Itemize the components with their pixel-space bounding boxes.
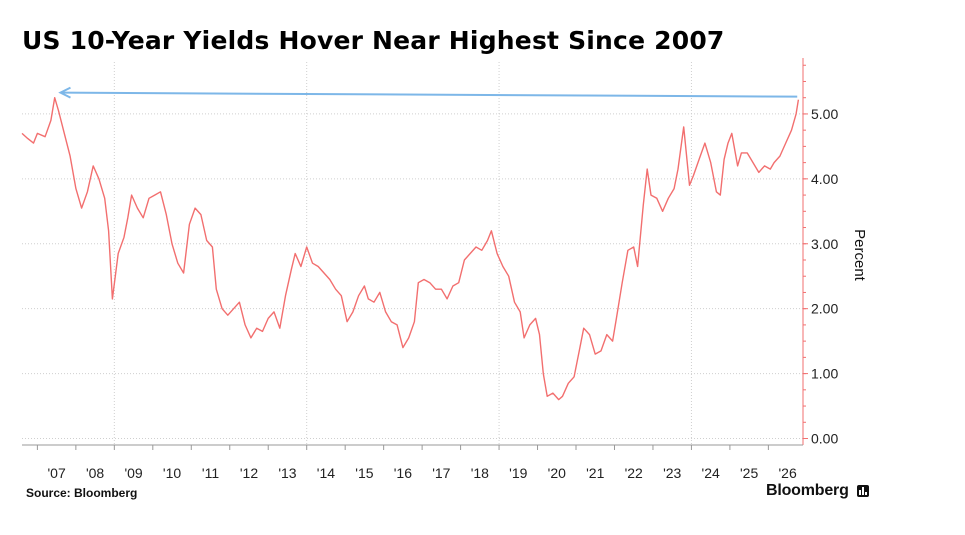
- grid: [22, 62, 803, 445]
- y-tick-label: 1.00: [811, 366, 838, 382]
- x-tick-label: '09: [124, 465, 142, 481]
- y-axis-label: Percent: [851, 229, 868, 282]
- x-tick-label: '14: [317, 465, 335, 481]
- x-tick-label: '25: [740, 465, 758, 481]
- x-tick-label: '10: [163, 465, 181, 481]
- x-tick-label: '20: [548, 465, 566, 481]
- x-tick-label: '08: [86, 465, 104, 481]
- series-group: [21, 97, 800, 401]
- annotation-group: [58, 86, 798, 99]
- x-tick-label: '16: [394, 465, 412, 481]
- x-tick-label: '07: [48, 465, 66, 481]
- x-tick-label: '22: [625, 465, 643, 481]
- y-axis: 0.00 1.00 2.00 3.00 4.00 5.00: [802, 58, 838, 447]
- series-line: [21, 97, 800, 401]
- x-tick-label: '19: [509, 465, 527, 481]
- x-tick-label: '17: [432, 465, 450, 481]
- brand-logo-text: Bloomberg: [766, 482, 849, 499]
- x-axis: '07 '08 '09 '10 '11 '12 '13 '14 '15 '16 '17 '18 '19 '…: [22, 444, 803, 481]
- x-tick-label: '23: [663, 465, 681, 481]
- chart-icon: [857, 485, 869, 497]
- x-tick-label: '24: [702, 465, 720, 481]
- y-tick-label: 0.00: [811, 431, 838, 447]
- annotation-arrow-head: [58, 86, 71, 99]
- y-tick-label: 5.00: [811, 106, 838, 122]
- annotation-arrow-line: [62, 91, 798, 98]
- chart-title: US 10-Year Yields Hover Near Highest Sin…: [22, 26, 725, 55]
- x-tick-label: '15: [355, 465, 373, 481]
- x-tick-label: '21: [586, 465, 604, 481]
- y-tick-label: 2.00: [811, 301, 838, 317]
- source-note: Source: Bloomberg: [26, 486, 138, 500]
- x-tick-label: '11: [202, 465, 219, 481]
- y-tick-label: 3.00: [811, 236, 838, 252]
- x-tick-label: '12: [240, 465, 258, 481]
- x-tick-label: '18: [471, 465, 489, 481]
- x-tick-label: '13: [278, 465, 296, 481]
- x-tick-label: '26: [778, 465, 796, 481]
- y-tick-label: 4.00: [811, 171, 838, 187]
